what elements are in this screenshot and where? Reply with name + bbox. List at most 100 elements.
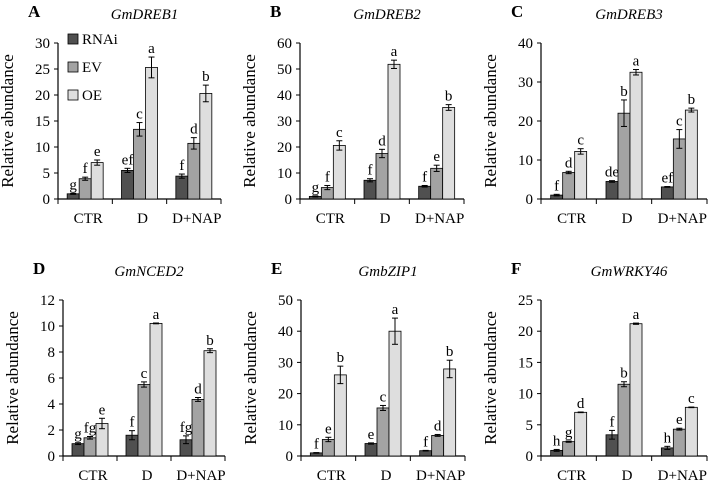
- y-tick-label: 0: [43, 192, 51, 208]
- x-category-label: D: [142, 468, 153, 484]
- bar-rnai-d: [364, 443, 378, 457]
- y-tick-label: 10: [277, 166, 292, 182]
- y-tick-label: 30: [35, 36, 50, 52]
- y-axis-label: Relative abundance: [241, 311, 260, 445]
- significance-letter: fg: [180, 420, 193, 436]
- x-category-label: D: [137, 211, 148, 227]
- panel-letter: B: [270, 2, 281, 21]
- significance-letter: e: [676, 412, 683, 428]
- significance-letter: f: [610, 414, 615, 430]
- significance-letter: a: [391, 44, 398, 60]
- significance-letter: fg: [84, 421, 97, 437]
- y-tick-label: 40: [518, 36, 533, 52]
- x-category-label: D+NAP: [658, 211, 707, 227]
- y-tick-label: 25: [35, 62, 50, 78]
- significance-letter: a: [148, 41, 155, 57]
- y-tick-label: 0: [526, 449, 534, 465]
- y-tick-label: 20: [35, 88, 50, 104]
- significance-letter: b: [446, 344, 454, 360]
- significance-letter: ef: [122, 152, 134, 168]
- bar-rnai-d+nap: [660, 186, 674, 200]
- bar-oe-d+nap: [684, 109, 698, 200]
- legend: RNAi EV OE: [67, 32, 118, 104]
- y-tick-label: 4: [48, 397, 56, 413]
- bar-rnai-d: [363, 179, 377, 200]
- significance-letter: e: [433, 149, 440, 165]
- bar-ev-d+nap: [191, 399, 205, 457]
- y-tick-label: 30: [278, 355, 293, 371]
- significance-letter: b: [620, 366, 628, 382]
- significance-letter: d: [565, 155, 573, 171]
- y-tick-label: 20: [277, 140, 292, 156]
- y-tick-label: 10: [35, 140, 50, 156]
- y-axis-label: Relative abundance: [481, 311, 500, 445]
- bar-ev-ctr: [562, 172, 576, 200]
- significance-letter: g: [312, 180, 320, 196]
- panel-e: E GmbZIP1 Relative abundance 0 10 20 30 40 50 CTR…: [241, 259, 466, 484]
- significance-letter: c: [136, 107, 143, 123]
- panel-letter: F: [511, 259, 521, 278]
- bar-rnai-d: [605, 181, 619, 200]
- bar-ev-d+nap: [430, 167, 444, 200]
- bar-ev-d: [376, 407, 390, 457]
- bar-ev-d+nap: [672, 428, 686, 457]
- significance-letter: g: [69, 177, 77, 193]
- y-tick-label: 5: [43, 166, 51, 182]
- significance-letter: h: [553, 433, 561, 449]
- panel-b: B GmDREB2 Relative abundance 0 10 20 30 40 50 60 C…: [240, 2, 465, 227]
- chart-title: GmWRKY46: [591, 264, 668, 280]
- y-axis-label: Relative abundance: [0, 54, 17, 188]
- significance-letter: d: [190, 122, 198, 138]
- significance-letter: f: [314, 437, 319, 453]
- bar-oe-d+nap: [442, 107, 456, 200]
- y-tick-label: 30: [518, 75, 533, 91]
- y-tick-label: 10: [518, 153, 533, 169]
- legend-swatch-rnai: [67, 33, 79, 45]
- panel-letter: A: [28, 2, 41, 21]
- legend-label: OE: [82, 88, 102, 104]
- y-tick-label: 6: [48, 371, 56, 387]
- bar-rnai-d+nap: [175, 175, 189, 200]
- y-tick-label: 20: [518, 114, 533, 130]
- significance-letter: b: [337, 350, 345, 366]
- bar-ev-d: [375, 153, 389, 200]
- panel-letter: D: [33, 259, 45, 278]
- y-tick-label: 0: [48, 449, 56, 465]
- chart-title: GmDREB1: [111, 7, 179, 23]
- legend-swatch-oe: [67, 89, 79, 101]
- bar-ev-d: [617, 383, 631, 457]
- bar-rnai-ctr: [71, 443, 85, 457]
- significance-letter: f: [423, 434, 428, 450]
- x-category-label: D: [380, 211, 391, 227]
- bar-rnai-d: [121, 169, 134, 200]
- y-tick-label: 0: [526, 192, 534, 208]
- y-tick-label: 5: [526, 418, 534, 434]
- bar-oe-d+nap: [684, 406, 698, 457]
- significance-letter: e: [325, 421, 332, 437]
- significance-letter: f: [554, 178, 559, 194]
- bar-oe-d: [149, 322, 163, 457]
- significance-letter: c: [577, 133, 584, 149]
- significance-letter: c: [336, 125, 343, 141]
- significance-letter: f: [368, 163, 373, 179]
- y-axis-label: Relative abundance: [240, 54, 259, 188]
- significance-letter: de: [605, 165, 620, 181]
- y-tick-label: 0: [286, 449, 294, 465]
- y-tick-label: 15: [518, 355, 533, 371]
- bar-oe-d: [388, 330, 402, 457]
- significance-letter: e: [94, 144, 101, 160]
- y-tick-label: 10: [278, 418, 293, 434]
- bar-oe-d+nap: [199, 93, 213, 200]
- significance-letter: f: [179, 158, 184, 174]
- y-tick-label: 10: [518, 387, 533, 403]
- legend-label: RNAi: [82, 32, 118, 48]
- x-category-label: CTR: [557, 211, 586, 227]
- y-tick-label: 8: [48, 345, 56, 361]
- chart-title: GmDREB3: [595, 7, 663, 23]
- significance-letter: f: [130, 415, 135, 431]
- x-category-label: D: [622, 468, 633, 484]
- x-category-label: D: [622, 211, 633, 227]
- y-axis-label: Relative abundance: [3, 311, 22, 445]
